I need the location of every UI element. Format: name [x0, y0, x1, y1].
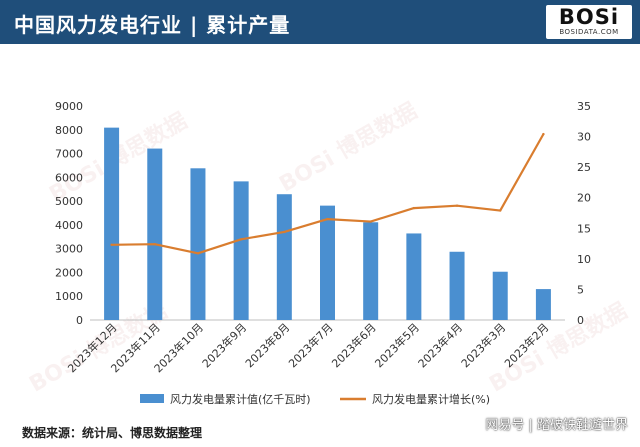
bar-4: [276, 194, 292, 320]
data-source-note: 数据来源：统计局、博思数据整理: [22, 426, 203, 440]
growth-point-10: [542, 132, 545, 136]
bar-5: [320, 205, 335, 320]
left-tick-label-4: 4000: [55, 219, 83, 232]
right-tick-label-2: 10: [577, 253, 591, 266]
growth-point-1: [153, 242, 156, 246]
brand-watermark: 网易号 | 踏破铁鞋遊世界: [485, 418, 628, 433]
left-tick-label-2: 2000: [55, 266, 83, 279]
right-tick-label-0: 0: [577, 314, 584, 327]
bar-6: [363, 222, 379, 320]
growth-point-0: [110, 243, 113, 246]
bar-8: [449, 251, 465, 320]
right-tick-label-6: 30: [577, 131, 591, 144]
right-tick-label-3: 15: [577, 222, 591, 235]
legend-line-label: 风力发电量累计增长(%): [372, 392, 490, 406]
left-tick-label-1: 1000: [55, 290, 83, 303]
category-label-5: 2023年7月: [285, 320, 335, 370]
category-label-8: 2023年4月: [415, 320, 465, 370]
legend-bar-label: 风力发电量累计值(亿千瓦时): [170, 392, 311, 406]
left-tick-label-6: 6000: [55, 171, 83, 184]
bar-9: [492, 271, 508, 320]
bar-0: [104, 127, 120, 320]
bar-7: [406, 233, 422, 320]
right-tick-label-7: 35: [577, 100, 591, 113]
bar-2: [190, 168, 206, 320]
chart: 0 1000 2000 3000 4000 5000 6000 7000 8000 9000 0 5 1…: [55, 100, 591, 406]
right-tick-label-4: 20: [577, 192, 591, 205]
category-label-10: 2023年2月: [501, 320, 551, 370]
growth-point-8: [455, 204, 459, 207]
category-label-6: 2023年6月: [329, 320, 379, 370]
header-bar: 中国风力发电行业 | 累计产量 BOSi BOSIDATA.COM: [0, 0, 640, 44]
category-label-9: 2023年3月: [458, 320, 508, 370]
bosi-logo: BOSi BOSIDATA.COM: [546, 5, 632, 39]
legend-bar-swatch: [140, 394, 164, 403]
page-title: 中国风力发电行业 | 累计产量: [14, 13, 291, 37]
bar-10: [535, 289, 551, 320]
growth-point-7: [412, 206, 416, 210]
category-label-3: 2023年9月: [199, 320, 249, 370]
growth-point-9: [499, 209, 502, 212]
growth-point-3: [239, 238, 243, 241]
growth-point-5: [326, 217, 329, 221]
growth-point-2: [196, 252, 200, 255]
left-tick-label-9: 9000: [55, 100, 83, 113]
logo-text: BOSi: [558, 5, 620, 29]
category-label-7: 2023年5月: [372, 320, 422, 370]
left-tick-label-5: 5000: [55, 195, 83, 208]
logo-subtext: BOSIDATA.COM: [559, 28, 619, 36]
bar-3: [233, 181, 249, 320]
left-tick-label-7: 7000: [55, 148, 83, 161]
left-tick-label-0: 0: [76, 314, 83, 327]
right-tick-label-1: 5: [577, 283, 584, 296]
left-tick-label-3: 3000: [55, 243, 83, 256]
left-tick-label-8: 8000: [55, 124, 83, 137]
growth-point-4: [283, 230, 286, 234]
category-label-4: 2023年8月: [242, 320, 292, 370]
right-tick-label-5: 25: [577, 161, 591, 174]
bar-1: [147, 148, 163, 320]
growth-point-6: [369, 220, 372, 223]
